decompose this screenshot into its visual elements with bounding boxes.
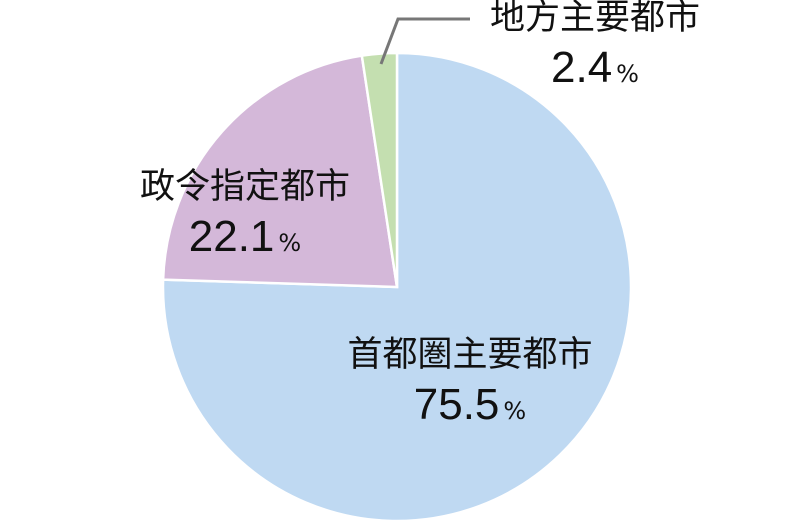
leader-line [379,17,470,65]
label-seirei: 政令指定都市 22.1% [110,170,380,259]
label-chiho: 地方主要都市 2.4% [470,1,720,90]
slice-value: 75.5 [413,380,500,429]
percent-unit: % [278,229,302,257]
pie-slice-2 [360,51,399,288]
slice-label: 政令指定都市 [139,167,350,207]
slice-value: 22.1 [188,212,275,261]
slice-label: 地方主要都市 [489,0,700,38]
slice-value: 2.4 [551,43,613,92]
percent-unit: % [616,60,639,88]
slice-label: 首都圏主要都市 [347,335,593,375]
pie-slice-1 [161,54,399,289]
label-shutoken: 首都圏主要都市 75.5% [300,338,640,427]
percent-unit: % [503,397,527,425]
